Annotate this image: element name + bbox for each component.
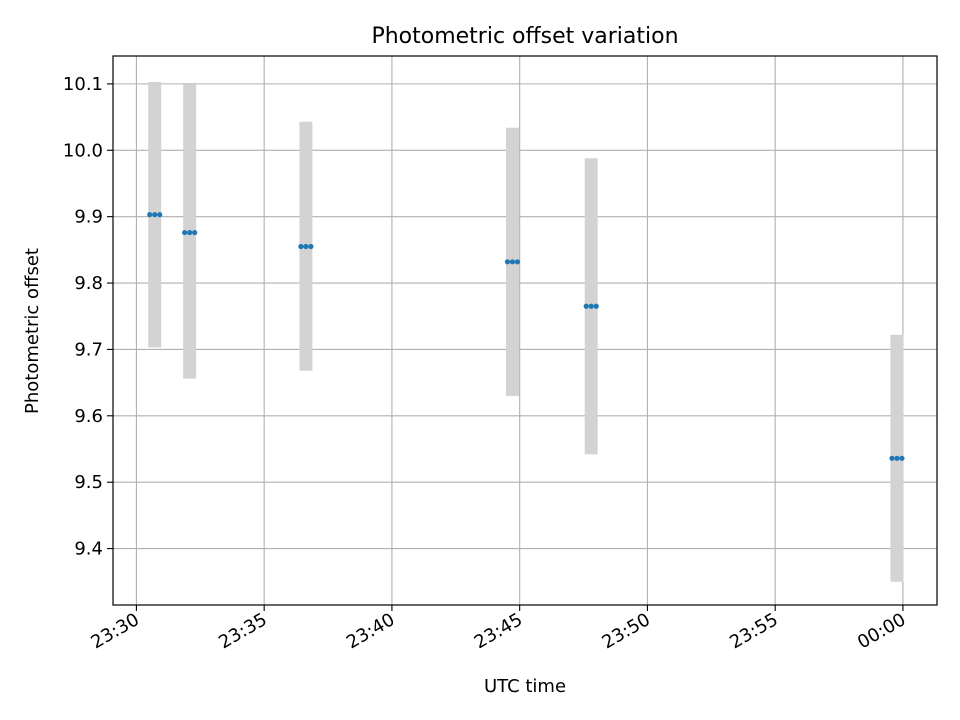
data-point	[182, 229, 188, 236]
data-point	[889, 455, 895, 461]
y-tick-label: 10.0	[63, 140, 103, 161]
data-point	[147, 212, 153, 218]
y-tick-label: 9.9	[74, 207, 103, 228]
data-point	[298, 243, 304, 250]
y-tick-label: 9.4	[74, 539, 103, 560]
data-point	[157, 212, 163, 218]
plot-frame	[112, 55, 938, 606]
data-point	[509, 259, 516, 265]
x-axis-label: UTC time	[484, 676, 566, 697]
data-point	[303, 243, 309, 250]
data-layer	[147, 81, 905, 582]
data-point	[593, 303, 599, 309]
data-point	[152, 212, 158, 218]
y-tick-label: 9.6	[74, 406, 103, 427]
data-point	[308, 243, 314, 250]
y-tick-label: 9.7	[74, 339, 103, 360]
chart-title: Photometric offset variation	[371, 24, 678, 49]
data-point	[187, 229, 193, 236]
y-tick-label: 9.5	[74, 472, 103, 493]
data-point	[504, 259, 511, 265]
y-tick-label: 10.1	[63, 74, 103, 95]
data-point	[899, 455, 905, 461]
data-point	[583, 303, 589, 309]
data-point	[192, 229, 198, 236]
y-axis-label: Photometric offset	[22, 248, 43, 414]
data-point	[514, 259, 521, 265]
data-point	[894, 455, 900, 461]
data-point	[588, 303, 594, 309]
y-tick-label: 9.8	[74, 273, 103, 294]
grid-lines	[113, 56, 937, 605]
